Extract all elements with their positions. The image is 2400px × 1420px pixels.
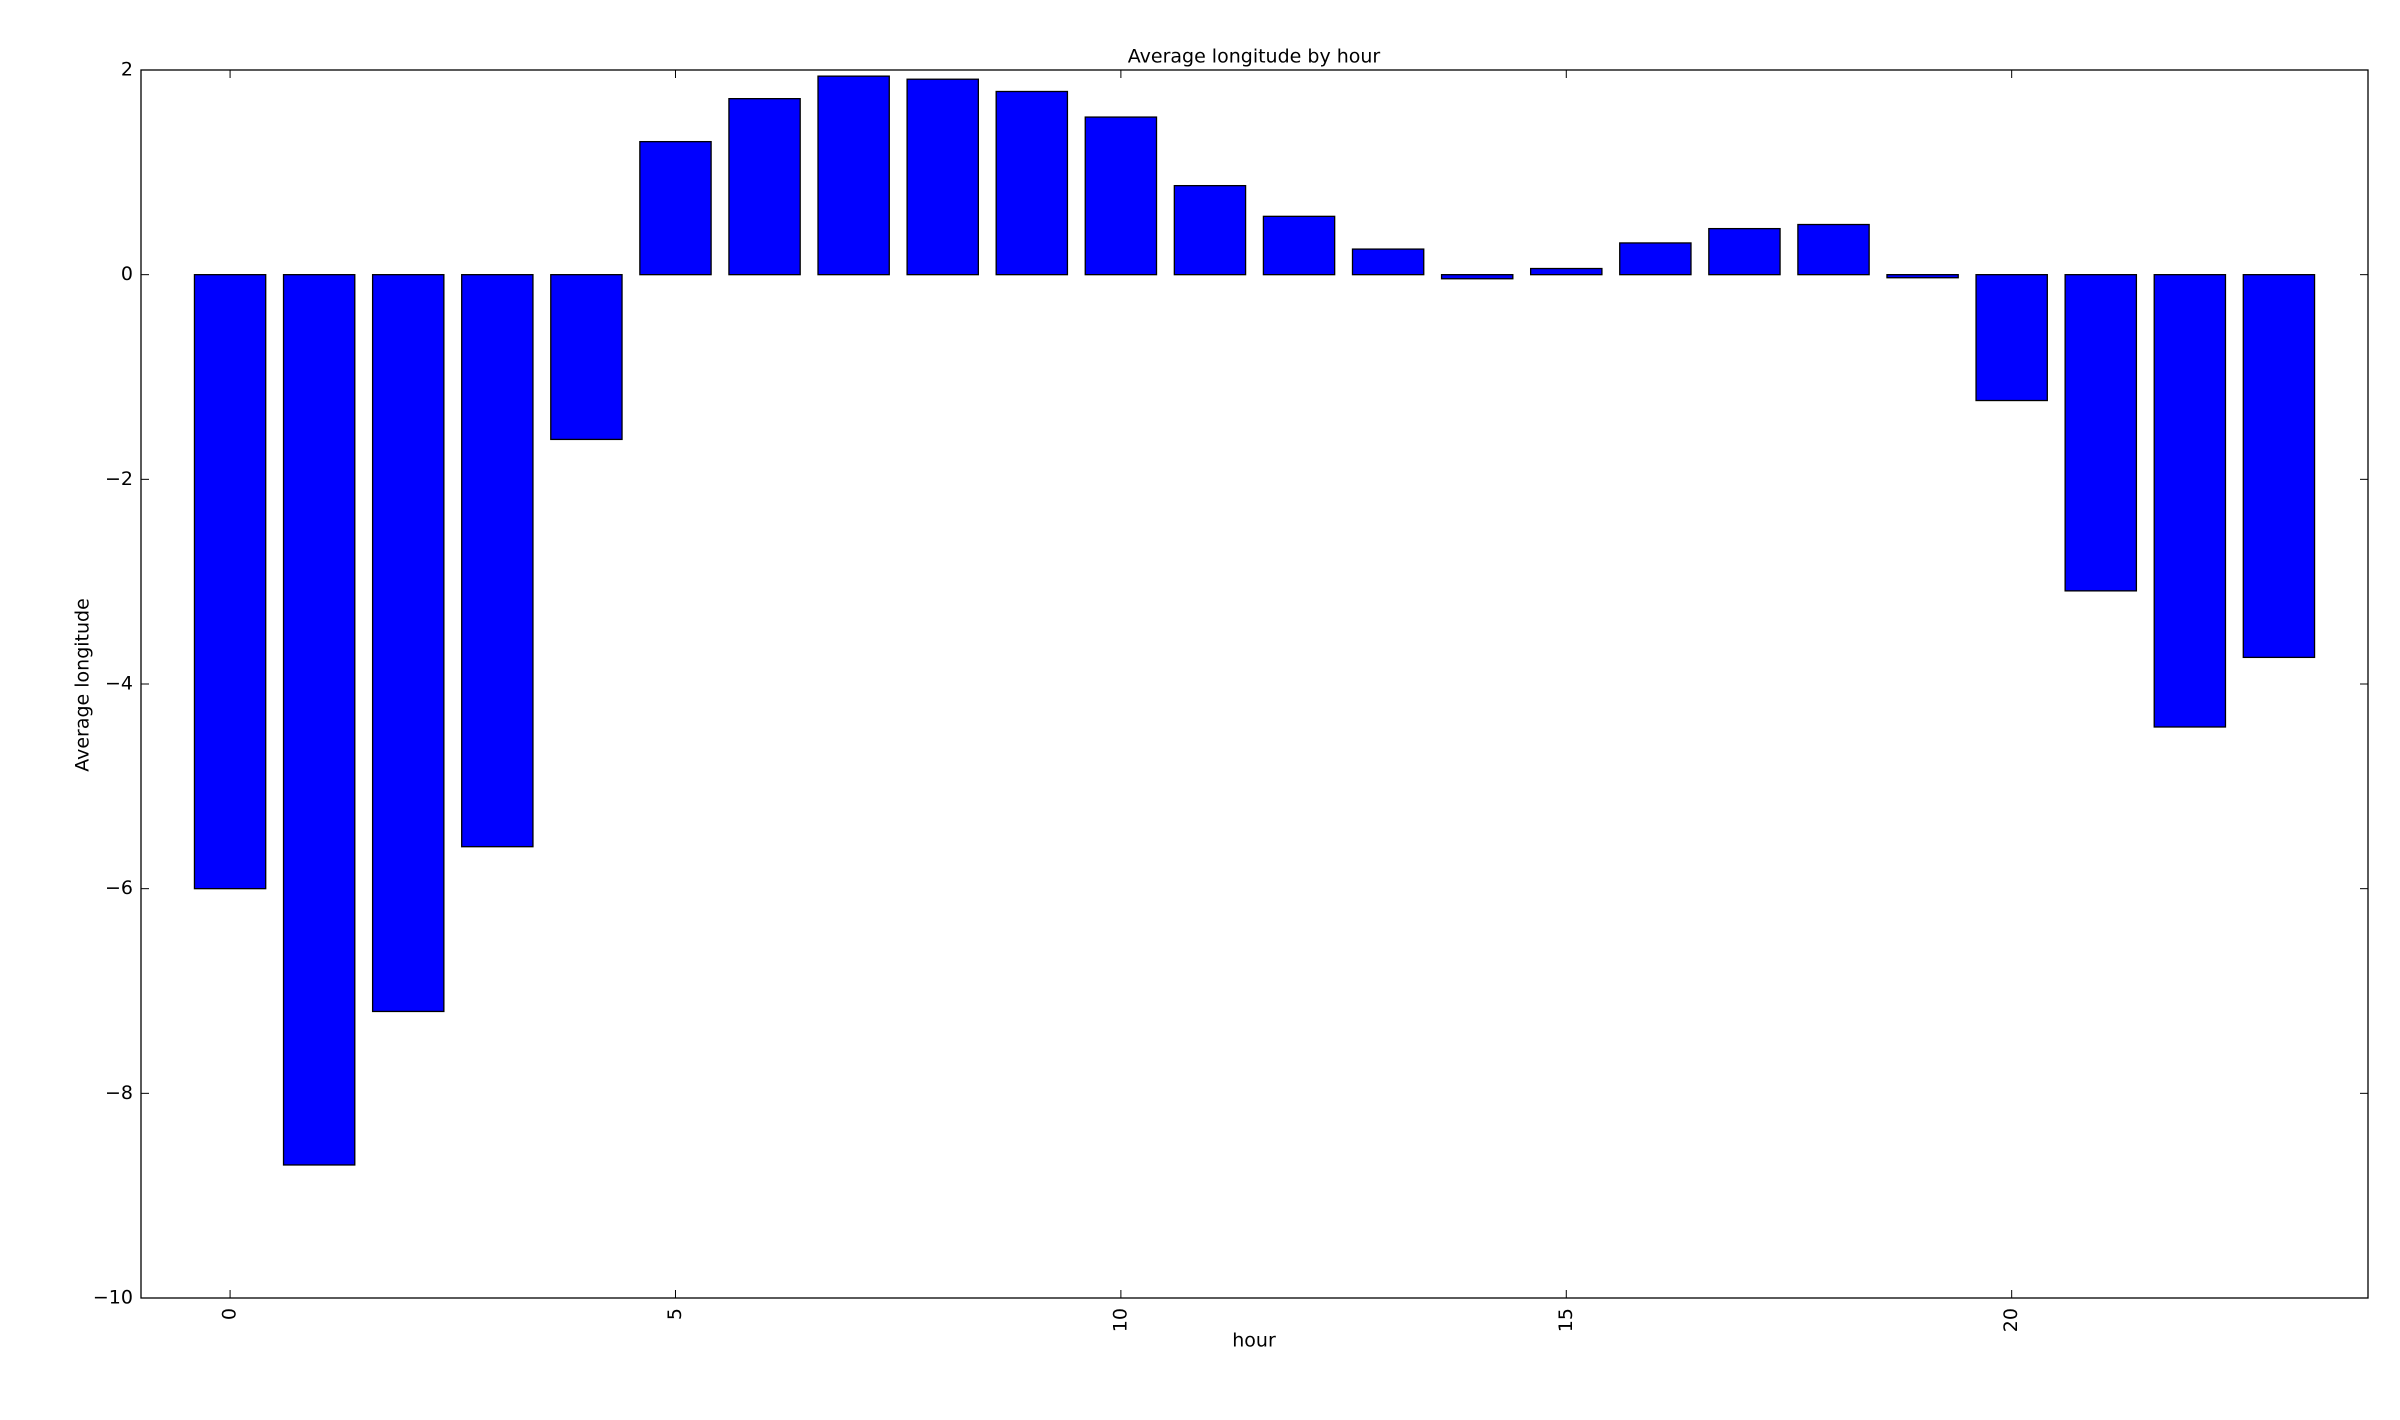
bar bbox=[371, 274, 445, 1013]
y-tick-label: 2 bbox=[121, 59, 133, 81]
y-tick-label: −2 bbox=[105, 468, 133, 490]
plot-frame bbox=[140, 69, 2369, 1299]
bar bbox=[1886, 274, 1959, 279]
bar bbox=[817, 75, 890, 276]
bar bbox=[995, 90, 1069, 276]
bar bbox=[906, 78, 980, 276]
bar bbox=[1619, 242, 1692, 276]
bar bbox=[1708, 227, 1781, 276]
bar bbox=[2242, 274, 2316, 659]
bar bbox=[282, 274, 356, 1166]
bar bbox=[1084, 116, 1158, 276]
bar bbox=[1529, 267, 1603, 276]
x-tick-label: 0 bbox=[219, 1308, 241, 1320]
y-tick-label: 0 bbox=[121, 263, 133, 285]
y-tick-label: −4 bbox=[105, 673, 133, 695]
y-tick-label: −10 bbox=[93, 1287, 133, 1309]
bar bbox=[1440, 274, 1514, 280]
bar bbox=[461, 274, 534, 848]
x-tick-label: 10 bbox=[1109, 1308, 1131, 1332]
bar bbox=[2153, 274, 2227, 728]
y-tick-label: −8 bbox=[105, 1082, 133, 1104]
x-axis-label: hour bbox=[1232, 1330, 1276, 1352]
chart-title: Average longitude by hour bbox=[1128, 46, 1381, 68]
bar bbox=[1173, 184, 1247, 276]
bar bbox=[728, 98, 801, 276]
bar bbox=[550, 274, 623, 441]
x-tick-label: 20 bbox=[2000, 1308, 2022, 1332]
bar bbox=[639, 140, 712, 276]
bar bbox=[1262, 215, 1336, 276]
bar bbox=[2064, 274, 2138, 592]
bar bbox=[1797, 223, 1870, 276]
y-axis-label: Average longitude bbox=[72, 598, 94, 772]
bar bbox=[1351, 248, 1425, 276]
y-tick-label: −6 bbox=[105, 877, 133, 899]
x-tick-label: 5 bbox=[664, 1308, 686, 1320]
bar bbox=[1975, 274, 2048, 402]
bar bbox=[193, 274, 267, 890]
x-tick-label: 15 bbox=[1555, 1308, 1577, 1332]
